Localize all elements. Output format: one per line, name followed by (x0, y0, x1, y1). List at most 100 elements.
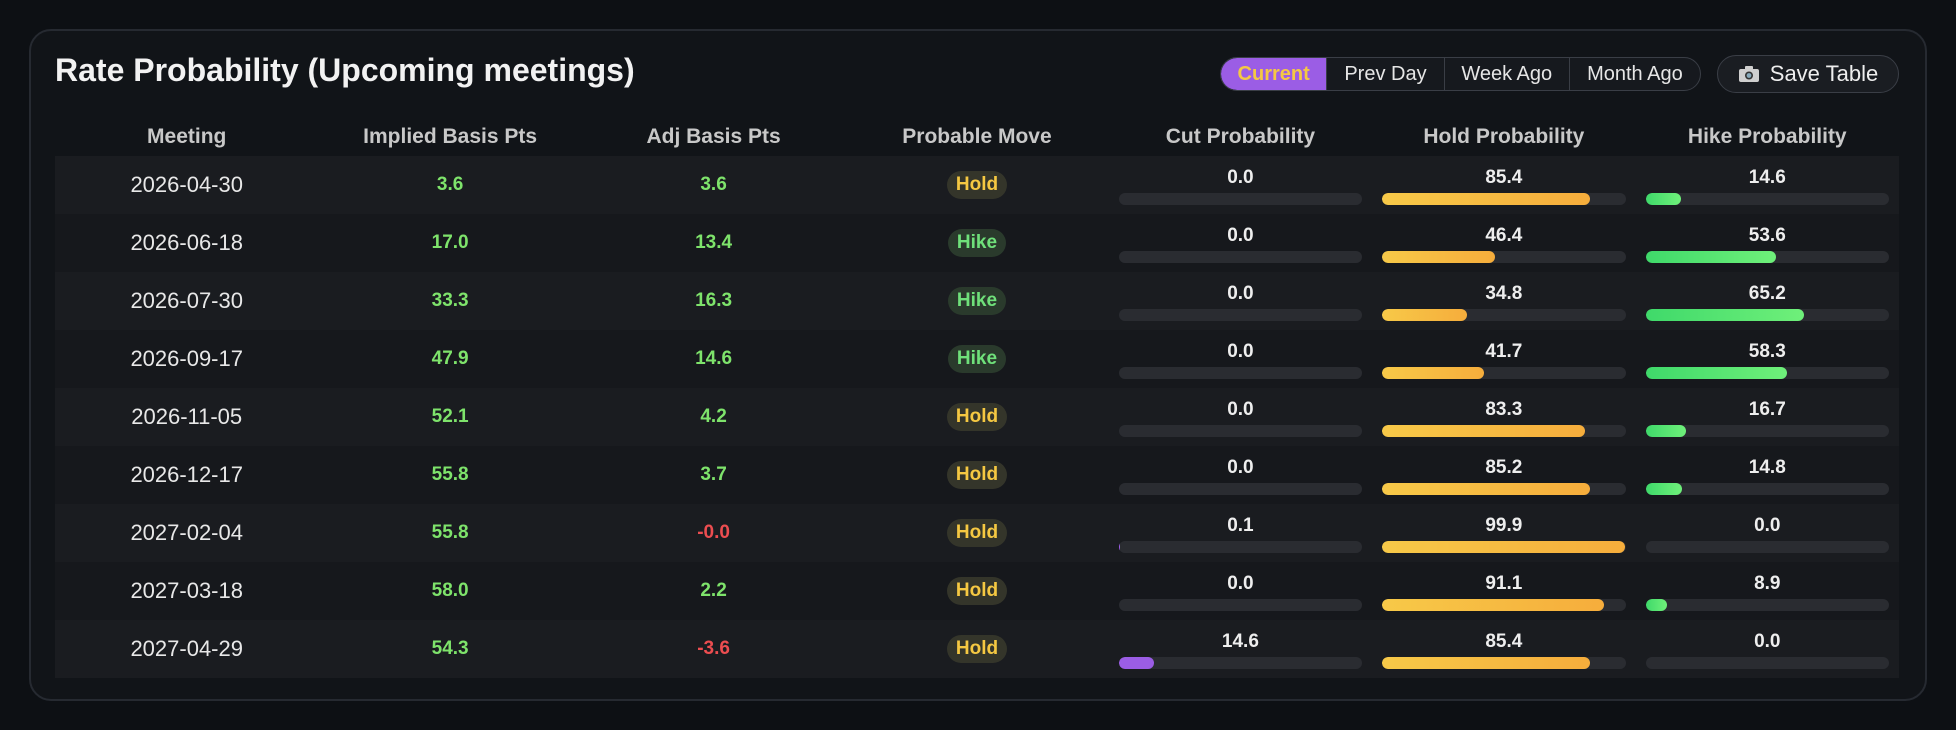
probability-value: 85.4 (1485, 167, 1523, 188)
cell: 0.0 (1636, 620, 1899, 678)
cell: 2026-11-05 (55, 388, 318, 446)
title: Rate Probability (Upcoming meetings) (55, 52, 635, 88)
probability-track (1645, 193, 1889, 205)
cell: 0.0 (1636, 504, 1899, 562)
probability-value: 0.0 (1227, 399, 1254, 420)
basis-points: 14.6 (695, 348, 733, 369)
basis-points: 55.8 (431, 464, 469, 485)
cell: 55.8 (318, 504, 581, 562)
cell: 0.0 (1109, 272, 1372, 330)
probability-track (1118, 251, 1363, 263)
cell: 17.0 (318, 214, 581, 272)
probability-bar (1382, 483, 1590, 495)
meeting-date: 2027-03-18 (130, 578, 243, 603)
probability-track (1382, 193, 1626, 205)
probability-value: 85.2 (1485, 457, 1523, 478)
tab[interactable]: Week Ago (1443, 58, 1569, 90)
probability-track (1382, 599, 1626, 611)
cell: 53.6 (1636, 214, 1899, 272)
basis-points: 13.4 (695, 232, 733, 253)
cell: 0.0 (1109, 562, 1372, 620)
move-badge: Hold (946, 403, 1008, 431)
cell: 2026-06-18 (55, 214, 318, 272)
cell: 0.0 (1109, 446, 1372, 504)
camera-icon (1738, 66, 1759, 82)
table-row: 2026-07-30 33.3 16.3 Hike 0.0 34.8 65.2 (55, 272, 1899, 330)
probability-bar (1645, 599, 1668, 611)
probability-track (1645, 367, 1889, 379)
probability-value: 16.7 (1748, 399, 1786, 420)
tab[interactable]: Prev Day (1326, 58, 1443, 90)
move-badge: Hike (947, 229, 1007, 257)
basis-points: 33.3 (431, 290, 469, 311)
basis-points: 58.0 (431, 580, 469, 601)
basis-points: 3.6 (436, 174, 464, 195)
probability-track (1645, 251, 1889, 263)
probability-value: 46.4 (1485, 225, 1523, 246)
cell: 83.3 (1372, 388, 1635, 446)
cell: 14.6 (582, 330, 845, 388)
probability-value: 99.9 (1485, 515, 1523, 536)
meeting-date: 2026-04-30 (130, 172, 243, 197)
probability-bar (1645, 193, 1682, 205)
cell: 2026-04-30 (55, 156, 318, 214)
move-badge: Hold (946, 461, 1008, 489)
probability-track (1382, 309, 1626, 321)
probability-track (1645, 541, 1889, 553)
probability-bar (1382, 367, 1484, 379)
probability-track (1645, 309, 1889, 321)
cell: 2026-07-30 (55, 272, 318, 330)
cell: 41.7 (1372, 330, 1635, 388)
probability-track (1645, 425, 1889, 437)
basis-points: 54.3 (431, 638, 469, 659)
probability-track (1645, 483, 1889, 495)
table: Meeting Implied Basis Pts Adj Basis Pts Pro… (55, 117, 1899, 678)
probability-value: 0.0 (1754, 515, 1781, 536)
meeting-date: 2026-07-30 (130, 288, 243, 313)
cell: 65.2 (1636, 272, 1899, 330)
probability-value: 91.1 (1485, 573, 1523, 594)
cell: 99.9 (1372, 504, 1635, 562)
probability-value: 0.0 (1227, 283, 1254, 304)
probability-track (1118, 309, 1363, 321)
basis-points: 17.0 (431, 232, 469, 253)
probability-bar (1645, 483, 1682, 495)
cell: 2027-02-04 (55, 504, 318, 562)
cell: 91.1 (1372, 562, 1635, 620)
cell: 85.4 (1372, 620, 1635, 678)
basis-points: 4.2 (700, 406, 727, 427)
cell: Hold (845, 562, 1108, 620)
move-badge: Hike (947, 287, 1007, 315)
basis-points: 3.7 (700, 464, 727, 485)
probability-value: 0.0 (1227, 457, 1254, 478)
probability-value: 0.0 (1227, 167, 1254, 188)
meeting-date: 2027-02-04 (130, 520, 243, 545)
probability-track (1645, 657, 1889, 669)
move-badge: Hike (947, 345, 1007, 373)
probability-value: 0.1 (1227, 515, 1254, 536)
cell: 52.1 (318, 388, 581, 446)
cell: 3.7 (582, 446, 845, 504)
basis-points: 47.9 (431, 348, 469, 369)
basis-points: 2.2 (700, 580, 727, 601)
tab[interactable]: Month Ago (1568, 58, 1700, 90)
cell: Hold (845, 504, 1108, 562)
cell: 0.0 (1109, 214, 1372, 272)
probability-track (1118, 425, 1363, 437)
table-row: 2026-09-17 47.9 14.6 Hike 0.0 41.7 58.3 (55, 330, 1899, 388)
cell: 3.6 (318, 156, 581, 214)
probability-value: 85.4 (1485, 631, 1523, 652)
probability-track (1118, 483, 1363, 495)
probability-value: 41.7 (1485, 341, 1523, 362)
cell: Hike (845, 330, 1108, 388)
column-header: Hike Probability (1687, 124, 1847, 148)
probability-value: 14.6 (1221, 631, 1259, 652)
cell: Hold (845, 156, 1108, 214)
cell: 14.6 (1636, 156, 1899, 214)
tab[interactable]: Current (1221, 58, 1327, 90)
column-header: Hold Probability (1423, 124, 1585, 148)
save-button[interactable]: Save Table (1717, 55, 1899, 93)
cell: 0.0 (1109, 156, 1372, 214)
probability-track (1382, 657, 1626, 669)
probability-bar (1382, 425, 1585, 437)
